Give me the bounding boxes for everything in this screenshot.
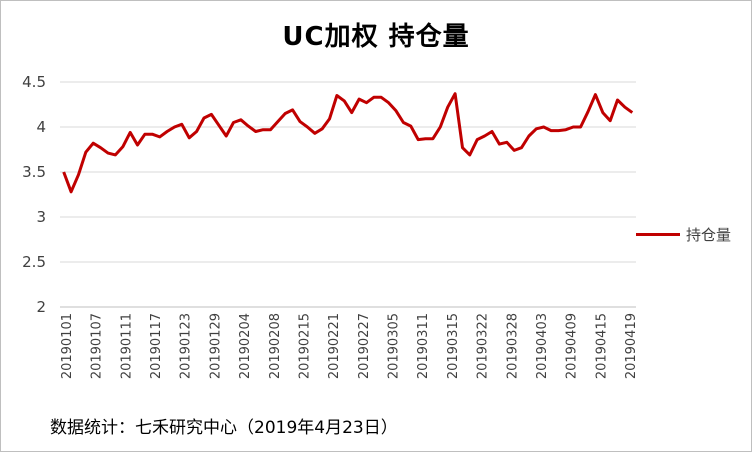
source-note: 数据统计：七禾研究中心（2019年4月23日） <box>50 418 398 438</box>
x-tick-label: 20190305 <box>387 313 402 379</box>
x-tick-label: 20190111 <box>119 313 134 379</box>
x-tick-label: 20190419 <box>624 313 639 379</box>
y-tick-label: 4 <box>36 118 46 136</box>
x-tick-label: 20190227 <box>357 313 372 379</box>
series-line-持仓量 <box>62 92 634 194</box>
x-tick-label: 20190311 <box>416 313 431 379</box>
y-tick-label: 3.5 <box>22 163 46 181</box>
y-axis-ticks: 2 2.5 3 3.5 4 4.5 <box>22 73 46 316</box>
x-tick-label: 20190101 <box>60 313 75 379</box>
x-axis-ticks: 20190101 20190107 20190111 20190117 20190123… <box>60 313 639 379</box>
y-tick-label: 3 <box>36 208 46 226</box>
x-tick-label: 20190409 <box>565 313 580 379</box>
x-tick-label: 20190403 <box>535 313 550 379</box>
y-tick-label: 4.5 <box>22 73 46 91</box>
y-tick-label: 2.5 <box>22 253 46 271</box>
legend-label: 持仓量 <box>686 226 732 244</box>
x-tick-label: 20190129 <box>208 313 223 379</box>
chart-title: UC加权 持仓量 <box>282 22 470 52</box>
legend-swatch <box>636 233 680 236</box>
x-tick-label: 20190208 <box>268 313 283 379</box>
x-tick-label: 20190204 <box>238 313 253 379</box>
x-tick-label: 20190315 <box>446 313 461 379</box>
x-tick-label: 20190328 <box>505 313 520 379</box>
x-tick-label: 20190123 <box>179 313 194 379</box>
x-tick-label: 20190415 <box>594 313 609 379</box>
x-tick-label: 20190221 <box>327 313 342 379</box>
x-tick-label: 20190107 <box>90 313 105 379</box>
y-tick-label: 2 <box>36 298 46 316</box>
x-tick-label: 20190117 <box>149 313 164 379</box>
gridlines <box>60 81 636 308</box>
legend: 持仓量 <box>636 224 731 245</box>
x-tick-label: 20190215 <box>297 313 312 379</box>
x-tick-label: 20190322 <box>476 313 491 379</box>
